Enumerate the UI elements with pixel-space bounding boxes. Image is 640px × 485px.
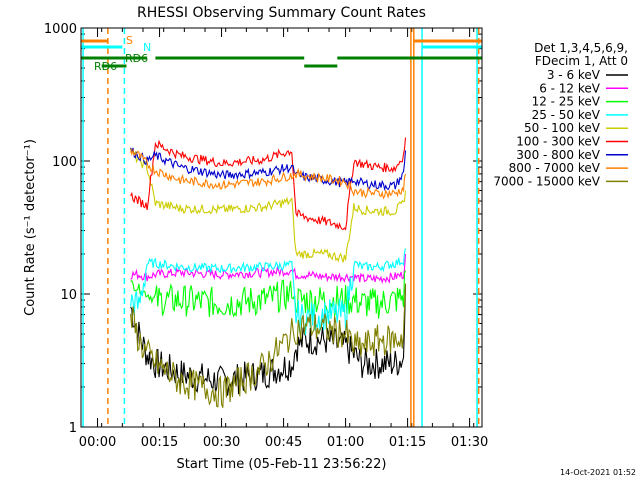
legend-label: 7000 - 15000 keV — [493, 174, 600, 188]
chart-title: RHESSI Observing Summary Count Rates — [137, 5, 426, 21]
series-line — [130, 148, 407, 200]
x-tick-label: 00:00 — [79, 435, 116, 450]
series-line — [130, 270, 407, 319]
x-tick-label: 00:15 — [141, 435, 178, 450]
x-tick-label: 01:30 — [451, 435, 488, 450]
legend-header-line: Det 1,3,4,5,6,9, — [534, 41, 628, 55]
series-line — [130, 147, 407, 192]
y-axis-label: Count Rate (s⁻¹ detector⁻¹) — [23, 139, 38, 316]
y-tick-label: 1000 — [44, 22, 77, 37]
status-annotation: RD6 — [125, 52, 148, 65]
series-line — [130, 253, 407, 285]
series-line — [130, 248, 407, 337]
legend-header-line: FDecim 1, Att 0 — [535, 54, 628, 68]
status-annotation: RD6 — [94, 60, 117, 73]
x-tick-label: 00:30 — [203, 435, 240, 450]
x-tick-label: 01:15 — [389, 435, 426, 450]
legend-label: 3 - 6 keV — [547, 68, 601, 82]
series-line — [130, 283, 407, 408]
y-tick-label: 1 — [69, 421, 77, 436]
legend-label: 50 - 100 keV — [524, 121, 601, 135]
legend-label: 6 - 12 keV — [539, 81, 601, 95]
y-tick-label: 100 — [52, 155, 77, 170]
legend-label: 25 - 50 keV — [532, 108, 601, 122]
legend-label: 800 - 7000 keV — [509, 161, 601, 175]
status-annotation: N — [143, 41, 151, 54]
footer-timestamp: 14-Oct-2021 01:52 — [560, 468, 636, 477]
legend-label: 12 - 25 keV — [532, 95, 601, 109]
x-axis-label: Start Time (05-Feb-11 23:56:22) — [177, 457, 387, 472]
y-tick-label: 10 — [60, 288, 77, 303]
series-line — [130, 137, 407, 231]
series-line — [130, 147, 407, 263]
plot-frame — [80, 27, 483, 428]
x-tick-label: 01:00 — [327, 435, 364, 450]
legend-label: 300 - 800 keV — [516, 148, 600, 162]
x-tick-label: 00:45 — [265, 435, 302, 450]
status-annotation: S — [126, 34, 133, 47]
legend-label: 100 - 300 keV — [516, 135, 600, 149]
